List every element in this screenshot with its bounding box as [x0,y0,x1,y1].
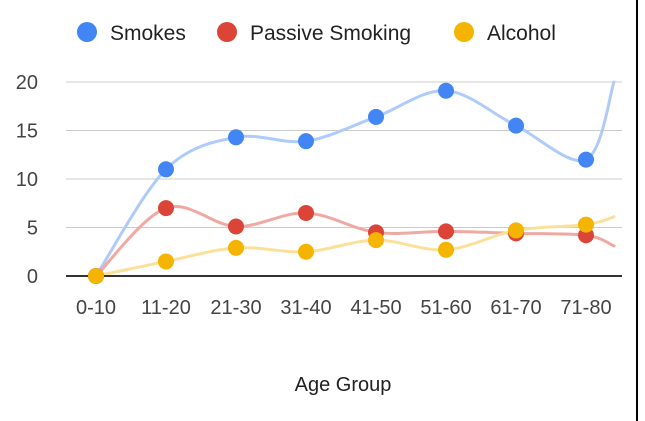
x-axis-title: Age Group [295,374,392,396]
legend: Smokes Passive Smoking Alcohol [77,22,556,45]
y-tick-label: 15 [16,121,38,143]
legend-marker-1 [217,22,237,42]
data-points [88,82,594,284]
x-tick-label: 51-60 [420,297,471,319]
data-point-series-0 [438,82,454,99]
data-point-series-2 [578,216,594,233]
data-point-series-2 [228,239,244,256]
x-tick-label: 71-80 [560,297,611,319]
data-point-series-2 [298,243,314,260]
data-point-series-2 [158,253,174,270]
x-tick-label: 11-20 [141,297,191,319]
data-point-series-1 [298,204,314,221]
y-tick-label: 20 [16,72,38,94]
x-tick-label: 21-30 [210,297,261,319]
data-point-series-0 [578,151,594,168]
x-axis-ticks: 0-10 11-20 21-30 31-40 41-50 51-60 61-70 71-80 [76,297,612,319]
legend-label: Smokes [110,22,186,45]
right-border [636,0,638,421]
data-point-series-1 [158,200,174,217]
data-point-series-2 [88,268,104,284]
legend-label: Alcohol [487,22,556,45]
data-point-series-0 [158,161,174,178]
data-point-series-2 [508,222,524,239]
legend-marker-2 [454,22,474,42]
data-point-series-0 [228,129,244,146]
y-axis-ticks: 0 5 10 15 20 [16,72,38,288]
legend-label: Passive Smoking [250,22,411,45]
data-point-series-2 [438,241,454,258]
data-point-series-0 [298,133,314,150]
y-tick-label: 0 [27,266,38,288]
data-point-series-0 [368,108,384,125]
data-point-series-1 [438,223,454,240]
y-tick-label: 10 [16,169,38,191]
gridlines [66,81,622,228]
x-tick-label: 41-50 [350,297,401,319]
y-tick-label: 5 [27,218,38,240]
data-point-series-1 [228,218,244,235]
data-point-series-0 [508,117,524,134]
data-point-series-2 [368,232,384,249]
x-tick-label: 0-10 [76,297,116,319]
x-tick-label: 31-40 [280,297,331,319]
legend-marker-0 [77,22,97,42]
x-tick-label: 61-70 [490,297,541,319]
